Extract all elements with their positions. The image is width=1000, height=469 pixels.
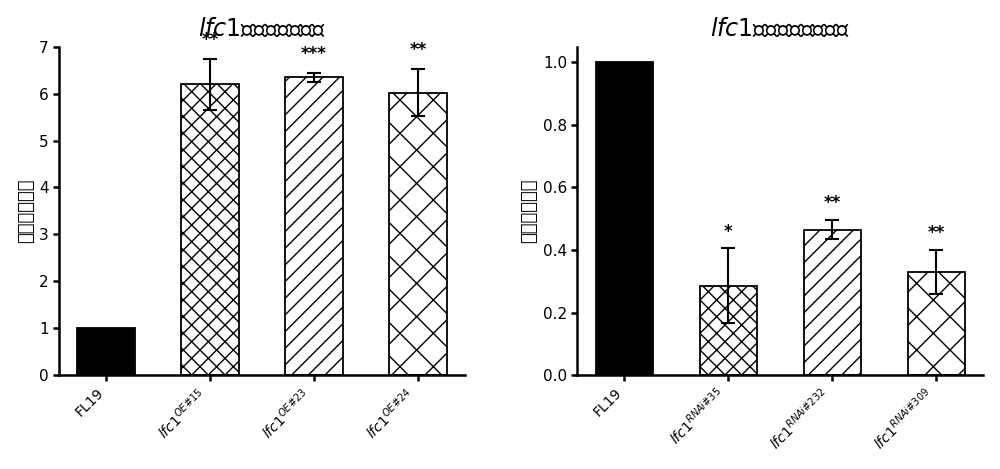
Bar	[77, 328, 135, 375]
Title: $\it{lfc1}$敟低表达突变菌株: $\it{lfc1}$敟低表达突变菌株	[710, 17, 850, 41]
Title: $\it{lfc1}$过表达突变菌株: $\it{lfc1}$过表达突变菌株	[198, 17, 326, 41]
Bar	[596, 62, 653, 375]
Text: **: **	[409, 41, 427, 60]
Text: **: **	[928, 224, 945, 242]
Bar	[908, 272, 965, 375]
Text: ***: ***	[301, 45, 327, 63]
Y-axis label: 相对表达倍数: 相对表达倍数	[17, 179, 35, 243]
Bar	[285, 77, 343, 375]
Y-axis label: 相对表达倍数: 相对表达倍数	[521, 179, 539, 243]
Bar	[389, 93, 447, 375]
Bar	[181, 84, 239, 375]
Bar	[804, 230, 861, 375]
Bar	[700, 286, 757, 375]
Text: **: **	[201, 30, 219, 49]
Text: *: *	[724, 223, 733, 241]
Text: **: **	[824, 195, 841, 212]
